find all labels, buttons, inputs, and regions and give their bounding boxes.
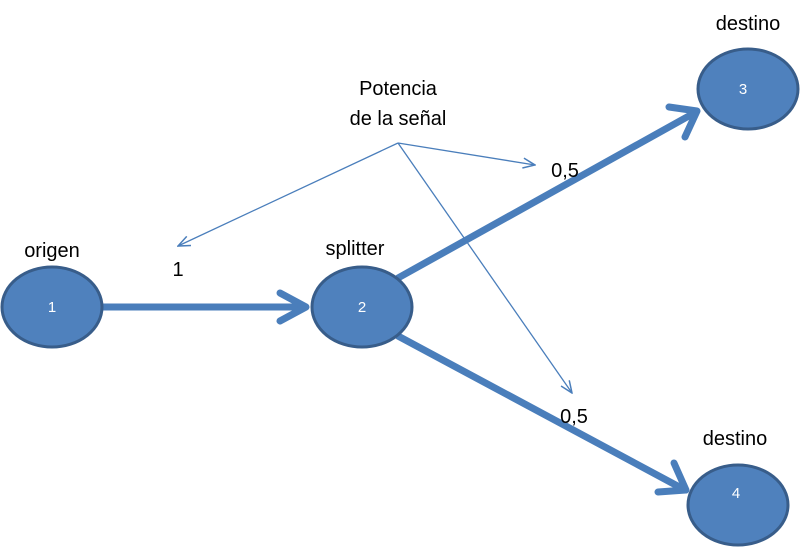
node-4: 4 xyxy=(686,463,790,547)
edge-2-4-value: 0,5 xyxy=(560,406,588,428)
node-1-caption: origen xyxy=(24,240,80,262)
edge-2-4 xyxy=(394,332,690,496)
annotation-pointers xyxy=(178,142,572,393)
node-3-caption: destino xyxy=(716,13,781,35)
annotation-signal-power: Potencia de la señal xyxy=(350,78,447,130)
node-label: 2 xyxy=(358,299,366,316)
node-3: 3 xyxy=(696,47,800,131)
node-4-caption: destino xyxy=(703,428,768,450)
node-label: 4 xyxy=(732,485,740,502)
node-1: 1 xyxy=(0,265,104,349)
pointer-to-edge-1-2 xyxy=(178,142,399,246)
node-2-caption: splitter xyxy=(326,238,385,260)
pointer-to-edge-2-3 xyxy=(397,142,535,165)
node-label: 1 xyxy=(48,299,56,316)
pointer-to-edge-2-4 xyxy=(397,142,572,393)
edge-2-3-value: 0,5 xyxy=(551,160,579,182)
annotation-line-2: de la señal xyxy=(350,108,447,130)
edge-1-2-value: 1 xyxy=(172,259,183,281)
node-2: 2 xyxy=(310,265,414,349)
node-label: 3 xyxy=(739,81,747,98)
annotation-line-1: Potencia xyxy=(359,78,438,100)
edge-1-2 xyxy=(99,289,310,325)
edge-2-3 xyxy=(394,103,701,282)
